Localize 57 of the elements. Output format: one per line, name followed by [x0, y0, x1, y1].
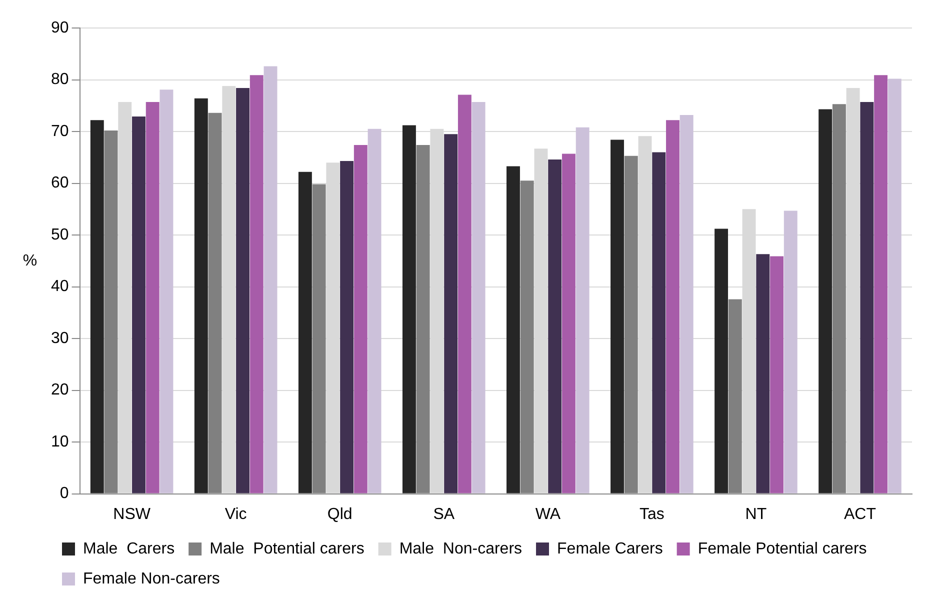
- y-tick-label: 10: [51, 433, 69, 450]
- x-tick-label: Tas: [639, 506, 664, 523]
- y-tick-label: 20: [51, 382, 69, 399]
- bar: [354, 144, 368, 494]
- bar: [444, 134, 458, 494]
- bar: [132, 116, 146, 494]
- y-tick-label: 0: [60, 485, 69, 502]
- bar: [818, 109, 832, 494]
- y-tick-label: 50: [51, 226, 69, 244]
- bar: [472, 102, 486, 494]
- bar: [652, 152, 666, 494]
- bar: [784, 210, 798, 494]
- x-tick-label: NT: [745, 506, 767, 523]
- legend-label: Male Carers: [83, 540, 175, 558]
- bar: [402, 125, 416, 494]
- legend-label: Female Non-carers: [83, 570, 220, 588]
- bar: [506, 166, 520, 494]
- bar: [888, 78, 902, 494]
- legend-label: Male Potential carers: [210, 540, 364, 558]
- bar: [610, 140, 624, 494]
- bar: [680, 114, 694, 494]
- x-tick-label: NSW: [113, 506, 152, 523]
- bar: [562, 154, 576, 494]
- bar: [90, 120, 104, 494]
- bar: [860, 102, 874, 494]
- bar: [874, 75, 888, 494]
- bar: [160, 90, 174, 494]
- x-tick-label: Vic: [224, 506, 247, 523]
- bar: [264, 66, 278, 494]
- bar: [756, 254, 770, 494]
- bar: [194, 98, 208, 494]
- bar: [250, 75, 264, 494]
- x-tick-label: SA: [433, 506, 455, 523]
- bar: [548, 159, 562, 494]
- y-tick-label: 80: [51, 71, 69, 88]
- y-tick-label: 40: [51, 278, 69, 296]
- legend-label: Female Potential carers: [698, 540, 867, 558]
- legend-label: Female Carers: [557, 540, 663, 558]
- bar: [236, 88, 250, 494]
- y-axis-title: %: [22, 252, 38, 270]
- bar: [770, 256, 784, 494]
- bar: [340, 161, 354, 494]
- y-tick-label: 70: [51, 122, 69, 140]
- bar: [368, 128, 382, 494]
- bar: [298, 172, 312, 494]
- bar: [666, 120, 680, 494]
- bar: [576, 127, 590, 494]
- bar: [714, 228, 728, 494]
- bar: [458, 94, 472, 494]
- y-tick-label: 30: [51, 330, 69, 347]
- y-tick-label: 90: [51, 19, 69, 36]
- y-tick-label: 60: [51, 174, 69, 192]
- bar: [146, 102, 160, 494]
- x-tick-label: WA: [535, 506, 561, 523]
- x-tick-label: Qld: [327, 506, 352, 523]
- legend-label: Male Non-carers: [399, 540, 522, 558]
- x-tick-label: ACT: [844, 506, 876, 523]
